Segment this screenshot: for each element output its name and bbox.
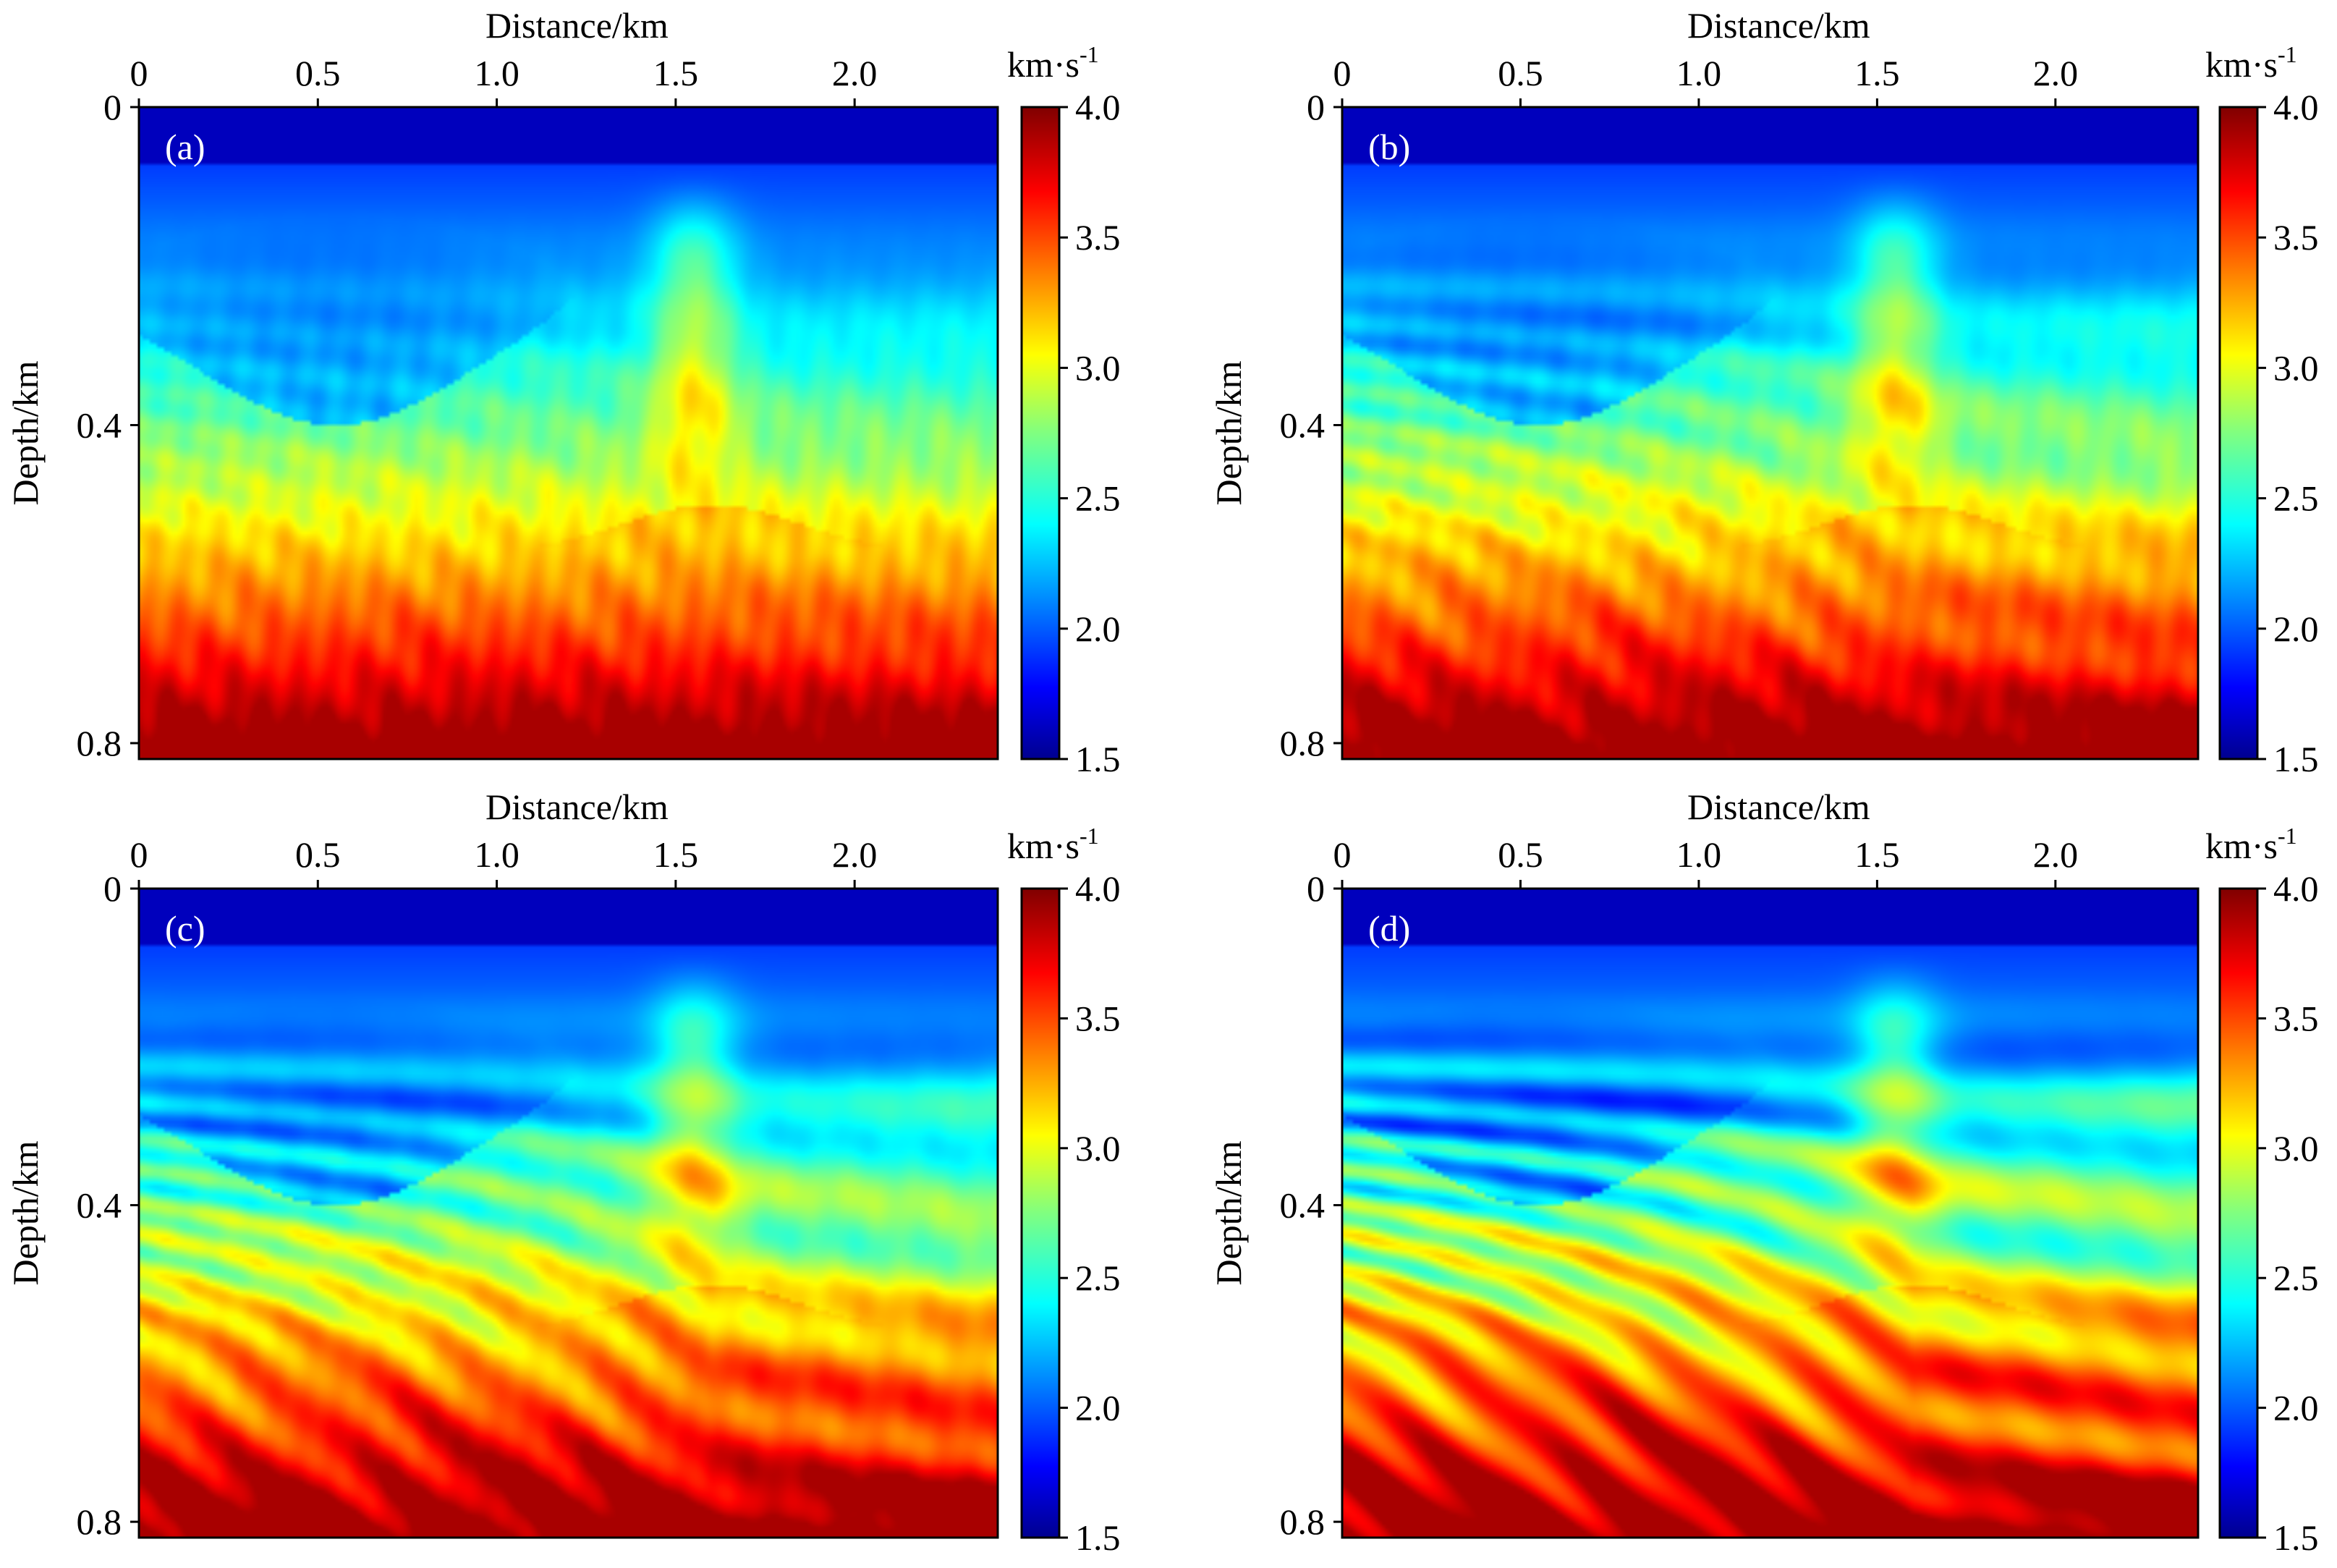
y-tick-label: 0 [1307,87,1325,127]
y-tick-label: 0 [103,87,122,127]
velocity-heatmap [1342,107,2198,759]
plot-frame [1341,887,2200,1539]
y-tick-label: 0.4 [1280,405,1326,446]
colorbar-tick-label: 3.5 [1075,998,1121,1038]
y-tick-label: 0.8 [1280,1501,1326,1542]
x-tick-label: 1.5 [1854,53,1900,93]
y-tick-label: 0.8 [77,723,122,763]
colorbar-tick-label: 3.0 [2273,1128,2319,1169]
colorbar-unit-exponent: -1 [2278,823,2297,849]
colorbar-tick-label: 4.0 [1075,868,1121,909]
colorbar-tick-label: 2.5 [2273,478,2319,519]
colorbar-tick-label: 4.0 [1075,87,1121,127]
colorbar-tick-label: 4.0 [2273,868,2319,909]
colorbar-tick-label: 3.5 [2273,998,2319,1038]
x-tick-label: 2.0 [832,834,878,875]
colorbar-unit-exponent: -1 [1080,41,1099,67]
colorbar-unit: km·s-1 [2205,41,2297,85]
colorbar-tick-label: 3.5 [1075,217,1121,258]
x-tick-label: 0.5 [295,834,341,875]
x-axis-label: Distance/km [1687,787,1870,827]
x-tick-label: 1.0 [474,834,519,875]
panel-3: (c) 0 0.5 1.0 1.5 2.0 Distance/km 0 0.4 0.8 Depth/… [5,787,1121,1558]
colorbar [2218,106,2259,760]
y-tick-label: 0.8 [77,1501,122,1542]
y-tick-label: 0.4 [1280,1185,1326,1226]
x-tick-label: 1.5 [653,53,699,93]
plot-frame [1341,106,2200,760]
y-tick-label: 0.4 [77,1185,122,1226]
panel-1: (a) 0 0.5 1.0 1.5 2.0 Distance/km 0 0.4 0.8 Depth/… [5,5,1121,779]
colorbar-tick-label: 2.0 [2273,1388,2319,1428]
colorbar-tick-label: 1.5 [1075,1517,1121,1558]
colorbar-unit: km·s-1 [1007,823,1099,866]
x-tick-label: 0 [130,834,148,875]
y-tick-label: 0.8 [1280,723,1326,763]
velocity-heatmap [1342,889,2198,1538]
colorbar-tick-label: 2.5 [2273,1258,2319,1298]
colorbar-unit: km·s-1 [1007,41,1099,85]
panel-label: (c) [165,908,205,949]
x-tick-label: 2.0 [2033,53,2079,93]
x-tick-label: 2.0 [2033,834,2079,875]
x-tick-label: 0.5 [295,53,341,93]
x-tick-label: 1.0 [1676,53,1722,93]
x-tick-label: 1.0 [1676,834,1722,875]
colorbar-tick-label: 2.0 [1075,609,1121,649]
x-tick-label: 0.5 [1498,53,1543,93]
colorbar-tick-label: 4.0 [2273,87,2319,127]
colorbar-tick-label: 3.0 [1075,1128,1121,1169]
colorbar-tick-label: 2.0 [2273,609,2319,649]
colorbar [1020,887,1061,1539]
plot-frame [137,887,999,1539]
panel-4: (d) 0 0.5 1.0 1.5 2.0 Distance/km 0 0.4 0.8 Depth/… [1208,787,2319,1558]
colorbar-tick-label: 1.5 [2273,1517,2319,1558]
y-tick-label: 0.4 [77,405,122,446]
x-tick-label: 0.5 [1498,834,1543,875]
x-tick-label: 0 [1333,53,1352,93]
x-axis-label: Distance/km [485,787,669,827]
colorbar-tick-label: 3.0 [1075,347,1121,388]
colorbar-unit-exponent: -1 [1080,823,1099,849]
colorbar [2218,887,2259,1539]
colorbar-tick-label: 2.5 [1075,478,1121,519]
plot-frame [137,106,999,760]
y-tick-label: 0 [103,868,122,909]
panel-label: (b) [1368,127,1410,167]
x-tick-label: 0 [1333,834,1352,875]
x-axis-label: Distance/km [485,5,669,46]
x-axis-label: Distance/km [1687,5,1870,46]
colorbar-tick-label: 2.0 [1075,1388,1121,1428]
colorbar-tick-label: 1.5 [1075,739,1121,779]
y-axis-label: Depth/km [1208,1140,1249,1285]
y-axis-label: Depth/km [5,1140,46,1285]
panel-label: (a) [165,127,205,167]
x-tick-label: 2.0 [832,53,878,93]
panel-label: (d) [1368,908,1410,949]
x-tick-label: 1.5 [653,834,699,875]
colorbar-unit: km·s-1 [2205,823,2297,866]
colorbar-tick-label: 2.5 [1075,1258,1121,1298]
y-axis-label: Depth/km [5,360,46,505]
colorbar-tick-label: 3.0 [2273,347,2319,388]
y-axis-label: Depth/km [1208,360,1249,505]
y-tick-label: 0 [1307,868,1325,909]
colorbar-unit-exponent: -1 [2278,41,2297,67]
colorbar-tick-label: 3.5 [2273,217,2319,258]
x-tick-label: 1.0 [474,53,519,93]
colorbar-tick-label: 1.5 [2273,739,2319,779]
colorbar [1020,106,1061,760]
x-tick-label: 0 [130,53,148,93]
panel-2: (b) 0 0.5 1.0 1.5 2.0 Distance/km 0 0.4 0.8 Depth/… [1208,5,2319,779]
x-tick-label: 1.5 [1854,834,1900,875]
velocity-heatmap [139,889,998,1538]
velocity-heatmap [139,107,998,759]
